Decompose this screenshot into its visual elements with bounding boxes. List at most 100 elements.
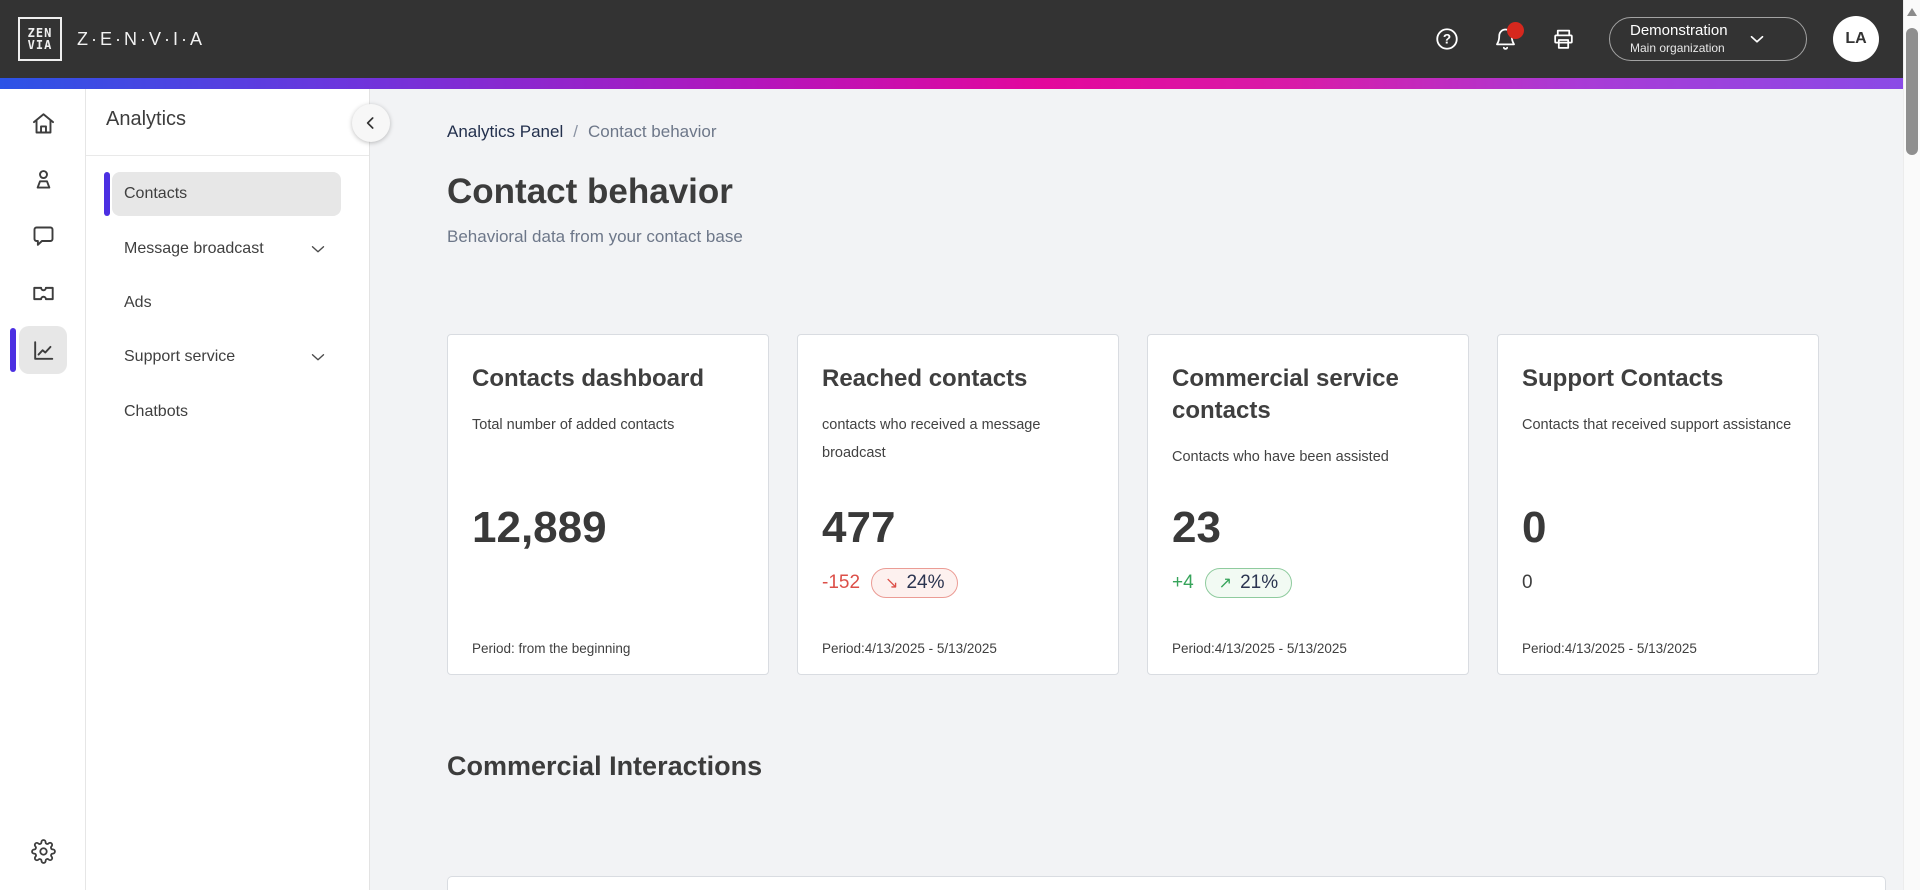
- svg-text:?: ?: [1443, 32, 1451, 47]
- top-bar: ZEN VIA Z·E·N·V·I·A ?: [0, 0, 1903, 78]
- breadcrumb-separator: /: [573, 122, 578, 141]
- sidebar-item-contacts[interactable]: Contacts: [104, 172, 341, 216]
- card-period: Period: from the beginning: [472, 641, 631, 656]
- trend-down-arrow-icon: ↘: [885, 575, 899, 592]
- brand-wordmark: Z·E·N·V·I·A: [77, 28, 205, 49]
- sidebar-item-label: Chatbots: [124, 403, 189, 420]
- rail-item-conversations[interactable]: [19, 212, 67, 260]
- card-value: 23: [1172, 503, 1221, 552]
- card-subtitle: Contacts that received support assistanc…: [1522, 416, 1792, 433]
- delta-value: 0: [1522, 572, 1533, 593]
- zenvia-logo-icon: ZEN VIA: [18, 17, 62, 61]
- card-title: Commercial service contacts: [1172, 365, 1399, 424]
- trend-badge-positive: ↗ 21%: [1204, 568, 1293, 598]
- sidebar-item-ads[interactable]: Ads: [112, 281, 341, 325]
- rail-item-home[interactable]: [19, 99, 67, 147]
- trend-percent: 24%: [906, 572, 945, 593]
- trend-up-arrow-icon: ↗: [1218, 575, 1233, 592]
- card-commercial-service-contacts: Commercial service contacts Contacts who…: [1147, 334, 1469, 675]
- print-button[interactable]: [1543, 19, 1583, 59]
- card-subtitle: Total number of added contacts: [472, 416, 675, 433]
- chevron-down-icon: [307, 346, 329, 368]
- main-content: Analytics Panel / Contact behavior Conta…: [370, 89, 1903, 890]
- card-support-contacts: Support Contacts Contacts that received …: [1497, 334, 1819, 675]
- logo-monogram-bottom: VIA: [27, 38, 53, 52]
- rail-item-settings[interactable]: [19, 827, 67, 875]
- brand[interactable]: ZEN VIA Z·E·N·V·I·A: [18, 17, 205, 61]
- accent-gradient-bar: [0, 78, 1903, 89]
- sidebar-item-message-broadcast[interactable]: Message broadcast: [112, 227, 341, 271]
- sidebar-item-label: Support service: [124, 348, 236, 365]
- sidebar-collapse-button[interactable]: [352, 104, 390, 142]
- card-contacts-dashboard: Contacts dashboard Total number of added…: [447, 334, 769, 675]
- rail-item-campaigns[interactable]: [19, 269, 67, 317]
- sidebar-item-label: Message broadcast: [124, 240, 264, 257]
- card-value: 12,889: [472, 503, 607, 552]
- stat-cards-row: Contacts dashboard Total number of added…: [447, 334, 1819, 675]
- logo-monogram-top: ZEN: [27, 26, 53, 40]
- card-value: 477: [822, 503, 896, 552]
- trend-badge-negative: ↘ 24%: [871, 568, 959, 598]
- page-subtitle: Behavioral data from your contact base: [447, 227, 743, 246]
- notification-dot-badge: [1507, 22, 1524, 39]
- breadcrumb-analytics-panel[interactable]: Analytics Panel: [447, 122, 564, 141]
- breadcrumb: Analytics Panel / Contact behavior: [447, 122, 717, 142]
- chevron-down-icon: [307, 238, 329, 260]
- card-title: Contacts dashboard: [472, 365, 705, 392]
- card-delta-row: -152 ↘ 24%: [822, 567, 959, 599]
- card-value: 0: [1522, 503, 1547, 552]
- card-period: Period:4/13/2025 - 5/13/2025: [1522, 641, 1697, 656]
- card-title: Support Contacts: [1522, 365, 1724, 392]
- printer-icon: [1553, 29, 1573, 49]
- trend-percent: 21%: [1240, 572, 1279, 593]
- card-delta-row: 0: [1522, 567, 1533, 599]
- scrollbar-up-arrow[interactable]: [1907, 8, 1917, 16]
- section-title-commercial-interactions: Commercial Interactions: [447, 751, 763, 781]
- rail-item-contacts[interactable]: [19, 155, 67, 203]
- chevron-left-icon: [366, 117, 374, 129]
- organization-switcher[interactable]: Demonstration Main organization: [1609, 17, 1807, 61]
- help-icon: ?: [1436, 28, 1458, 50]
- sidebar-item-support-service[interactable]: Support service: [112, 335, 341, 379]
- chat-bubble-icon: [33, 226, 53, 246]
- gear-icon: [30, 838, 56, 864]
- analytics-chart-icon: [33, 340, 53, 360]
- breadcrumb-current: Contact behavior: [587, 122, 717, 141]
- sidebar-item-chatbots[interactable]: Chatbots: [112, 390, 341, 434]
- bell-icon: [1495, 28, 1515, 50]
- delta-value: +4: [1172, 572, 1194, 593]
- sidebar-item-label: Contacts: [124, 185, 188, 202]
- icon-rail: [0, 89, 86, 890]
- sidebar-item-label: Ads: [124, 294, 152, 311]
- rail-item-analytics[interactable]: [10, 326, 67, 374]
- page-scrollbar[interactable]: [1903, 0, 1920, 890]
- page-title: Contact behavior: [447, 172, 733, 211]
- card-subtitle: contacts who received a message broadcas…: [822, 416, 1041, 462]
- card-reached-contacts: Reached contacts contacts who received a…: [797, 334, 1119, 675]
- active-rail-indicator: [10, 328, 16, 372]
- card-subtitle: Contacts who have been assisted: [1172, 448, 1389, 465]
- analytics-sidebar: Analytics Contacts Message broadcast Ads…: [86, 89, 370, 890]
- chevron-down-icon: [1750, 35, 1763, 43]
- scrollbar-thumb[interactable]: [1906, 28, 1918, 155]
- active-item-indicator: [104, 172, 110, 216]
- card-delta-row: +4 ↗ 21%: [1172, 567, 1293, 599]
- organization-texts: Demonstration Main organization: [1630, 22, 1728, 56]
- organization-name: Demonstration: [1630, 22, 1728, 40]
- ticket-icon: [32, 286, 54, 300]
- sidebar-title: Analytics: [106, 108, 187, 130]
- card-title: Reached contacts: [822, 365, 1028, 392]
- avatar-initials: LA: [1845, 30, 1867, 47]
- user-avatar[interactable]: LA: [1833, 16, 1879, 62]
- sidebar-divider: [86, 155, 369, 156]
- card-period: Period:4/13/2025 - 5/13/2025: [822, 641, 997, 656]
- notifications-button[interactable]: [1485, 19, 1525, 59]
- commercial-interactions-panel: [447, 876, 1886, 890]
- delta-value: -152: [822, 572, 861, 593]
- organization-subtitle: Main organization: [1630, 40, 1725, 55]
- person-icon: [36, 169, 50, 189]
- home-icon: [32, 112, 54, 133]
- card-period: Period:4/13/2025 - 5/13/2025: [1172, 641, 1347, 656]
- help-button[interactable]: ?: [1427, 19, 1467, 59]
